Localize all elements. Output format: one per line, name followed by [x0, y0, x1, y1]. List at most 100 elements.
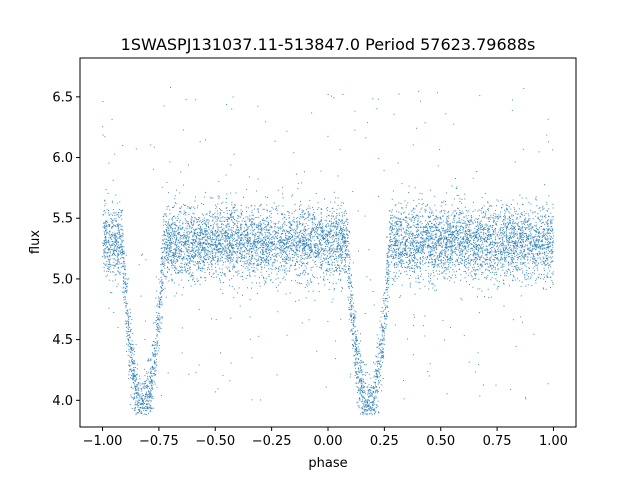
data-point [345, 212, 347, 214]
data-point [462, 240, 464, 242]
data-point [480, 210, 482, 212]
data-point [486, 278, 488, 280]
data-point [461, 198, 463, 200]
data-point [128, 315, 130, 317]
data-point [503, 257, 505, 259]
data-point [200, 233, 202, 235]
data-point [121, 251, 123, 253]
data-point [489, 225, 491, 227]
data-point [148, 403, 150, 405]
data-point [351, 284, 353, 286]
data-point [502, 242, 504, 244]
data-point [200, 269, 202, 271]
data-point [335, 267, 337, 269]
data-point [132, 387, 134, 389]
data-point [508, 247, 510, 249]
data-point [221, 236, 223, 238]
data-point [263, 247, 265, 249]
data-point [139, 407, 141, 409]
data-point [229, 250, 231, 252]
data-point [317, 246, 319, 248]
data-point [149, 368, 151, 370]
data-point [206, 230, 208, 232]
data-point [323, 279, 325, 281]
data-point [446, 217, 448, 219]
data-point [552, 283, 554, 285]
data-point [475, 245, 477, 247]
data-point [513, 243, 515, 245]
data-point [103, 253, 105, 255]
data-point [253, 238, 255, 240]
data-point [535, 240, 537, 242]
data-point [479, 95, 481, 97]
data-point [263, 254, 265, 256]
data-point [224, 258, 226, 260]
data-point [180, 207, 182, 209]
data-point [264, 280, 266, 282]
data-point [205, 233, 207, 235]
data-point [307, 261, 309, 263]
data-point [191, 275, 193, 277]
data-point [385, 327, 387, 329]
data-point [205, 258, 207, 260]
data-point [506, 228, 508, 230]
data-point [172, 251, 174, 253]
data-point [545, 255, 547, 257]
data-point [527, 256, 529, 258]
data-point [199, 252, 201, 254]
data-point [231, 211, 233, 213]
data-point [506, 235, 508, 237]
data-point [542, 222, 544, 224]
data-point [500, 254, 502, 256]
data-point [171, 224, 173, 226]
data-point [321, 231, 323, 233]
data-point [483, 240, 485, 242]
data-point [324, 238, 326, 240]
data-point [309, 254, 311, 256]
data-point [355, 335, 357, 337]
data-point [422, 256, 424, 258]
data-point [148, 396, 150, 398]
data-point [351, 305, 353, 307]
data-point [152, 368, 154, 370]
data-point [130, 386, 132, 388]
data-point [547, 253, 549, 255]
data-point [325, 208, 327, 210]
data-point [147, 400, 149, 402]
data-point [405, 221, 407, 223]
data-point [296, 232, 298, 234]
data-point [157, 318, 159, 320]
data-point [305, 257, 307, 259]
data-point [484, 249, 486, 251]
data-point [240, 243, 242, 245]
data-point [550, 257, 552, 259]
data-point [298, 282, 300, 284]
data-point [127, 334, 129, 336]
data-point [102, 126, 104, 128]
data-point [121, 256, 123, 258]
data-point [217, 240, 219, 242]
data-point [477, 228, 479, 230]
data-point [257, 211, 259, 213]
data-point [291, 212, 293, 214]
data-point [538, 219, 540, 221]
data-point [422, 216, 424, 218]
data-point [207, 235, 209, 237]
data-point [105, 203, 107, 205]
data-point [529, 250, 531, 252]
data-point [318, 207, 320, 209]
data-point [552, 207, 554, 209]
data-point [160, 299, 162, 301]
data-point [453, 234, 455, 236]
data-point [251, 399, 253, 401]
data-point [308, 213, 310, 215]
data-point [129, 404, 131, 406]
data-point [316, 243, 318, 245]
data-point [257, 105, 259, 107]
data-point [327, 243, 329, 245]
data-point [479, 244, 481, 246]
data-point [392, 283, 394, 285]
data-point [289, 238, 291, 240]
data-point [348, 308, 350, 310]
data-point [241, 248, 243, 250]
